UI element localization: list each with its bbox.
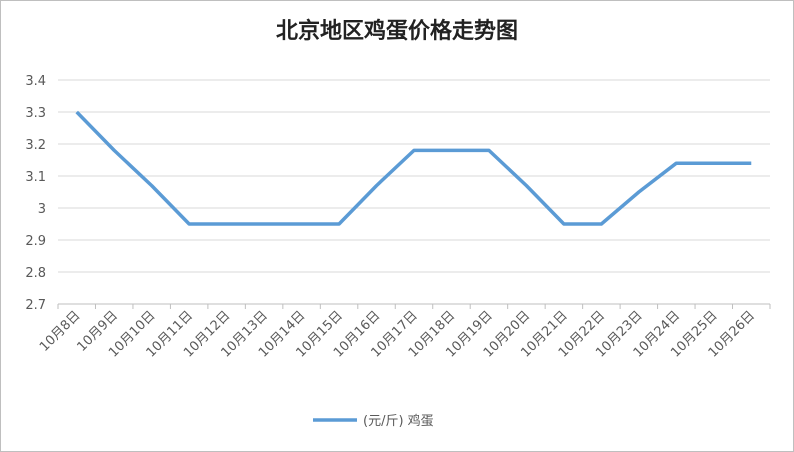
y-tick-label: 3 (38, 202, 46, 217)
y-tick-label: 2.9 (25, 234, 46, 249)
y-tick-label: 3.1 (25, 170, 46, 185)
y-tick-label: 2.8 (25, 266, 46, 281)
y-tick-label: 3.3 (25, 106, 46, 121)
y-tick-label: 3.2 (25, 138, 46, 153)
chart-title: 北京地区鸡蛋价格走势图 (276, 18, 518, 44)
y-tick-label: 2.7 (25, 298, 46, 313)
line-series (75, 110, 752, 226)
y-tick-label: 3.4 (25, 74, 46, 89)
legend-label: (元/斤) 鸡蛋 (363, 413, 434, 429)
